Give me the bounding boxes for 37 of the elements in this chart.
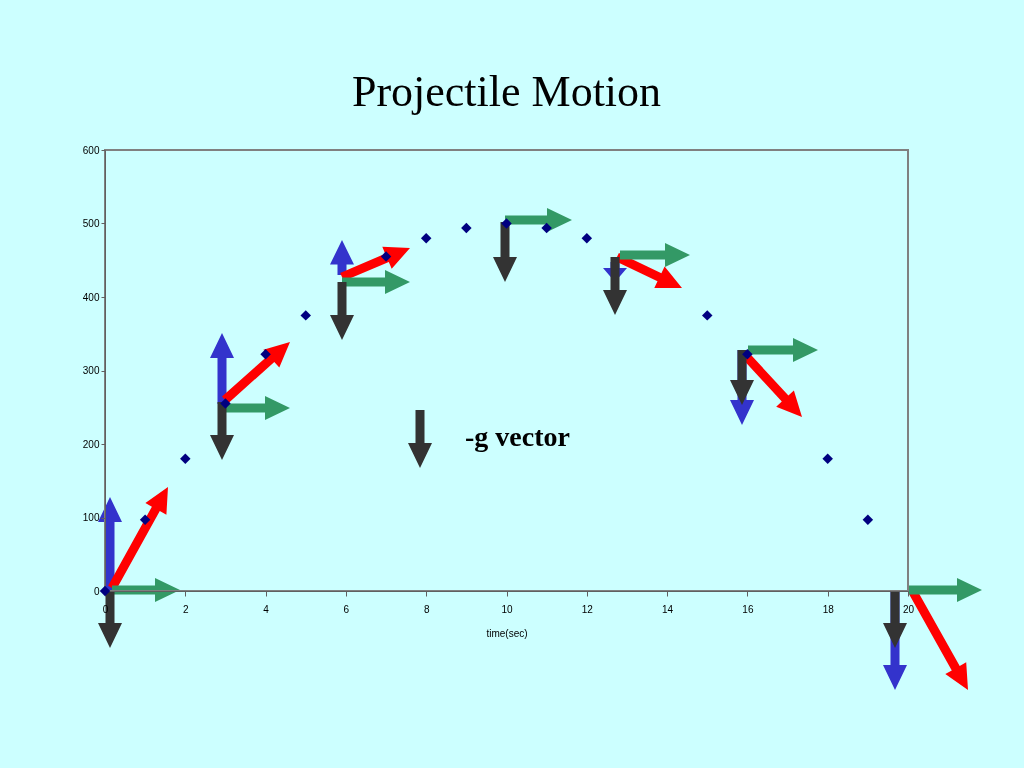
point	[220, 398, 231, 409]
point	[581, 232, 593, 244]
x-tick-label: 14	[662, 603, 674, 615]
x-tick-label: 12	[581, 603, 594, 615]
point	[702, 310, 713, 321]
x-tick-label: 16	[742, 603, 754, 615]
point	[180, 453, 191, 464]
point	[99, 585, 111, 597]
y-tick-label: 500	[82, 218, 100, 229]
x-tick-label: 2	[183, 603, 190, 615]
point	[541, 222, 552, 234]
point	[862, 514, 874, 525]
x-tick-label: 20	[902, 603, 915, 615]
point	[380, 251, 392, 262]
y-tick-label: 100	[82, 512, 100, 523]
point	[461, 222, 472, 234]
y-tick-label: 300	[82, 365, 100, 376]
x-tick-label: 0	[102, 603, 109, 615]
point	[420, 232, 432, 244]
point	[139, 514, 151, 525]
x-tick-label: 18	[822, 603, 835, 615]
point	[822, 453, 833, 464]
annotation: -g vector	[465, 421, 570, 452]
y-tick-label: 600	[82, 144, 100, 156]
point	[260, 349, 271, 360]
chart-title: Projectile Motion	[351, 67, 662, 116]
y-tick-label: 400	[82, 291, 100, 303]
x-axis-title: time(sec)	[486, 627, 528, 639]
x-tick-label: 10	[501, 603, 513, 615]
y-tick-label: 200	[82, 438, 100, 450]
x-tick-label: 4	[263, 603, 270, 615]
point	[742, 349, 753, 360]
point	[501, 218, 512, 229]
x-tick-label: 6	[343, 603, 350, 615]
y-tick-label: 0	[93, 585, 100, 597]
x-tick-label: 8	[423, 603, 430, 615]
point	[300, 310, 311, 321]
